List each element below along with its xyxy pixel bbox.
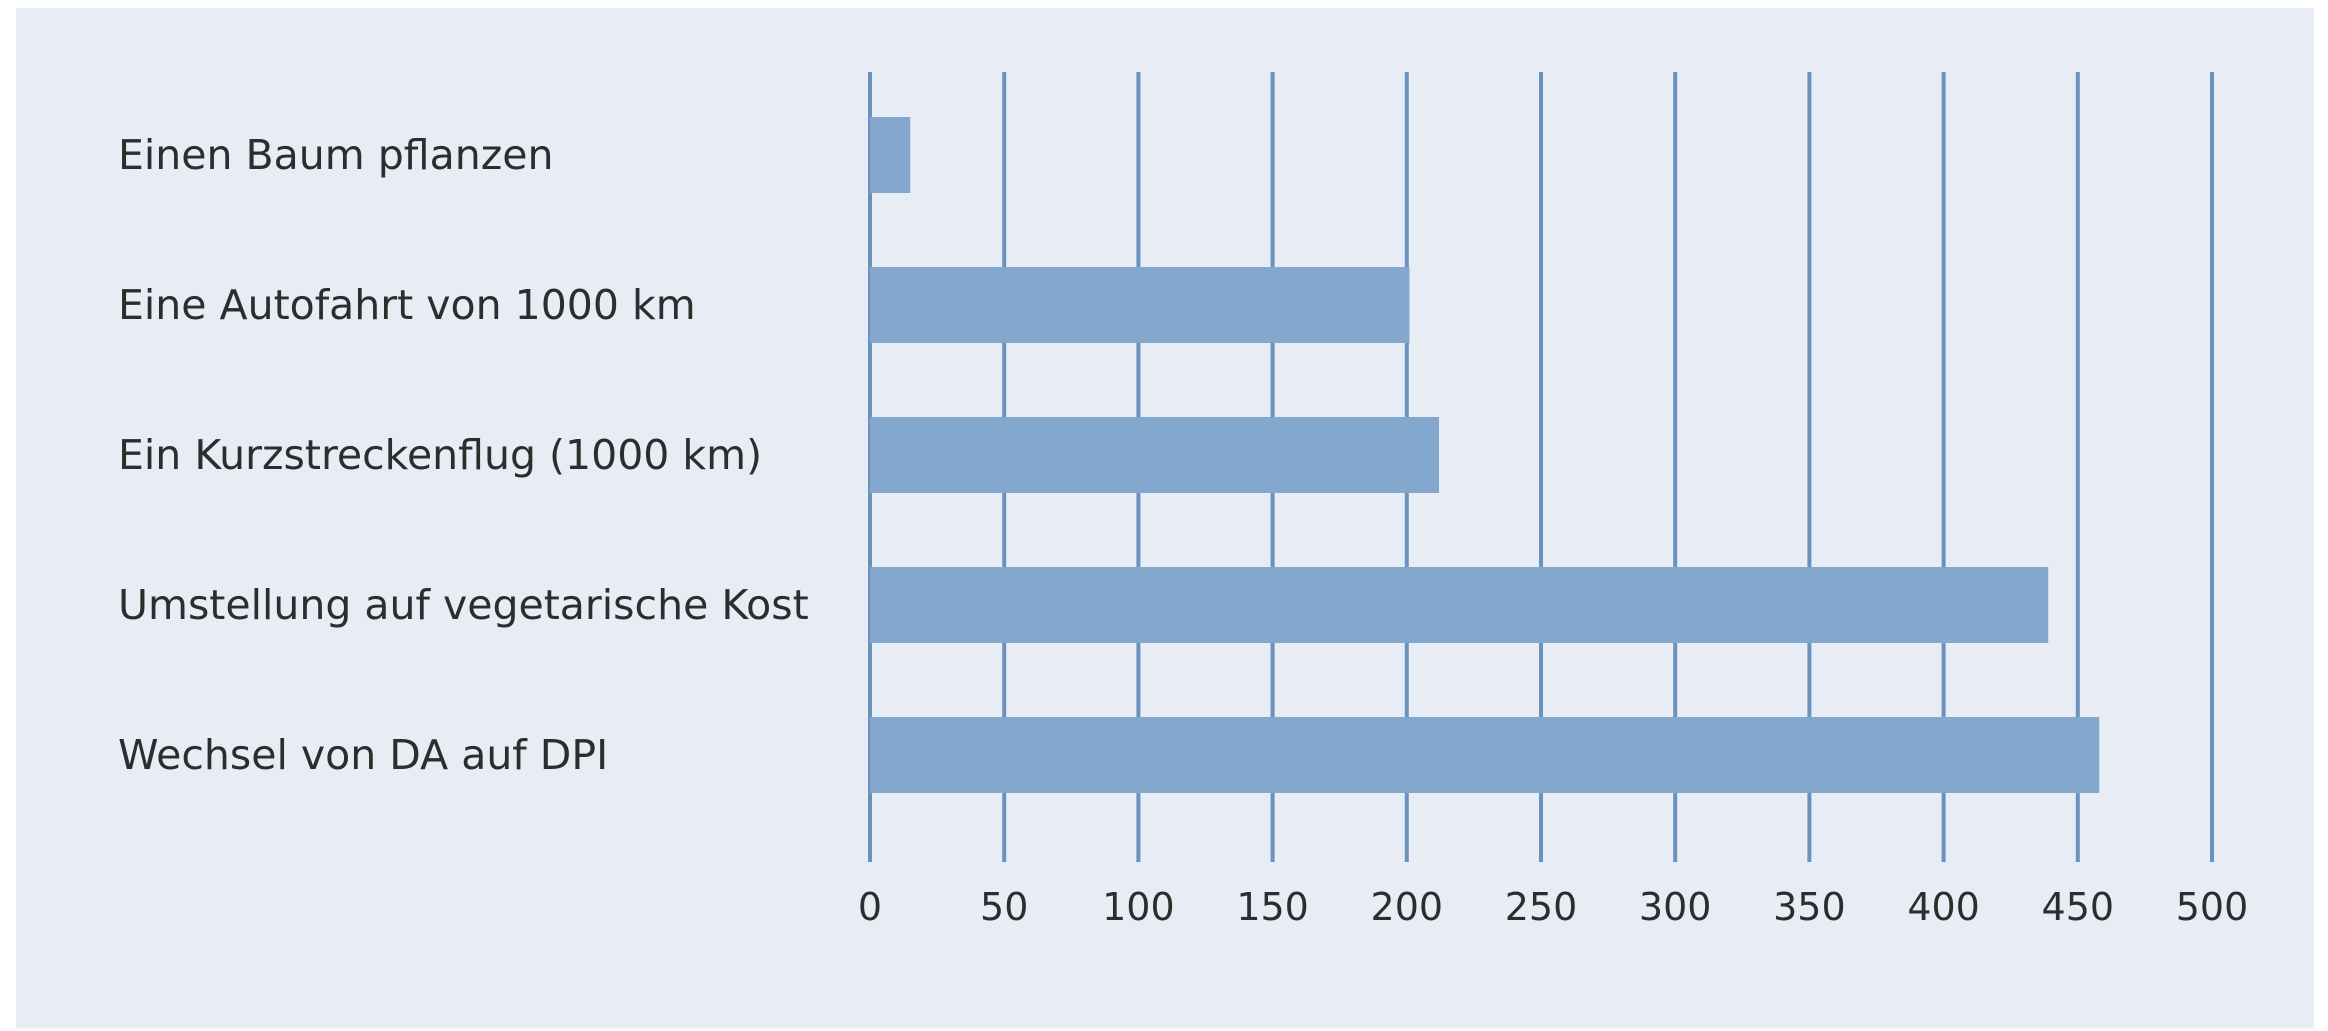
- chart-panel: [16, 8, 2314, 1028]
- category-label: Umstellung auf vegetarische Kost: [118, 581, 809, 629]
- x-tick-labels: 0 50 100 150 200 250 300 350 400 450 500: [858, 885, 2248, 929]
- x-tick-label: 450: [2042, 885, 2115, 929]
- x-tick-label: 400: [1907, 885, 1980, 929]
- category-label: Eine Autofahrt von 1000 km: [118, 281, 696, 329]
- x-tick-label: 0: [858, 885, 882, 929]
- x-tick-label: 250: [1505, 885, 1578, 929]
- bars: [870, 117, 2100, 793]
- bar: [870, 717, 2100, 793]
- category-labels: Einen Baum pflanzen Eine Autofahrt von 10…: [118, 131, 809, 779]
- bar: [870, 567, 2049, 643]
- x-tick-label: 100: [1102, 885, 1175, 929]
- x-tick-label: 500: [2176, 885, 2249, 929]
- x-tick-label: 200: [1371, 885, 1444, 929]
- bar: [870, 417, 1440, 493]
- bar: [870, 117, 911, 193]
- category-label: Ein Kurzstreckenflug (1000 km): [118, 431, 762, 479]
- category-label: Wechsel von DA auf DPI: [118, 731, 608, 779]
- x-tick-label: 150: [1236, 885, 1309, 929]
- category-label: Einen Baum pflanzen: [118, 131, 553, 179]
- x-tick-label: 300: [1639, 885, 1712, 929]
- x-tick-label: 50: [980, 885, 1028, 929]
- bar: [870, 267, 1410, 343]
- x-tick-label: 350: [1773, 885, 1846, 929]
